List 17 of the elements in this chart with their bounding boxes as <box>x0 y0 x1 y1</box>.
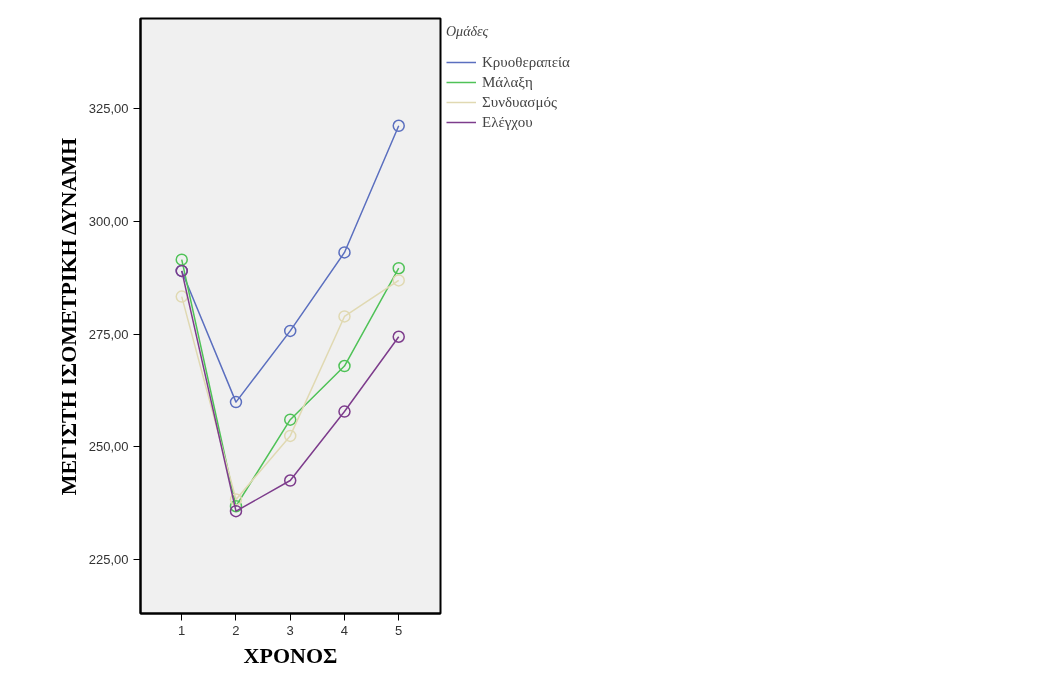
x-tick-label: 3 <box>286 622 294 638</box>
y-tick-label: 250,00 <box>88 439 129 455</box>
x-tick-label: 2 <box>232 622 240 638</box>
y-tick-label: 300,00 <box>88 213 129 229</box>
x-axis-title: ΧΡΟΝΟΣ <box>243 642 338 668</box>
x-tick-label: 5 <box>395 622 403 638</box>
x-tick-label: 4 <box>340 622 349 638</box>
y-tick-label: 225,00 <box>88 551 129 567</box>
y-tick-label: 275,00 <box>88 326 129 342</box>
y-axis-title: ΜΕΓΙΣΤΗ ΙΣΟΜΕΤΡΙΚΗ ΔΥΝΑΜΗ <box>55 137 81 496</box>
legend-label: Κρυοθεραπεία <box>482 53 570 71</box>
legend-label: Ελέγχου <box>482 113 533 131</box>
legend-label: Συνδυασμός <box>482 93 557 111</box>
x-tick-label: 1 <box>178 622 186 638</box>
legend-title: Ομάδες <box>446 24 490 40</box>
y-tick-label: 325,00 <box>88 101 129 117</box>
legend-label: Μάλαξη <box>482 73 533 91</box>
